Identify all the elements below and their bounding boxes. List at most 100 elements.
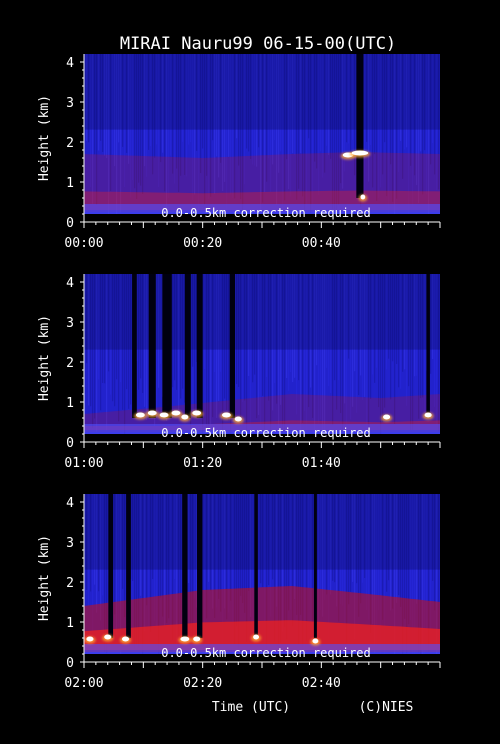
noise-streak [194, 274, 196, 412]
noise-streak [370, 274, 372, 399]
x-tick-label: 02:00 [64, 676, 103, 691]
y-tick-label: 1 [66, 176, 74, 191]
noise-streak [258, 494, 260, 648]
noise-streak [196, 54, 198, 151]
noise-streak [304, 274, 306, 411]
noise-streak [402, 54, 404, 179]
noise-streak [102, 494, 104, 596]
x-tick-label: 01:20 [183, 456, 222, 471]
noise-streak [158, 274, 160, 388]
noise-streak [330, 54, 332, 159]
y-tick-label: 2 [66, 576, 74, 591]
noise-streak [146, 274, 148, 420]
cloud-mark [221, 412, 231, 418]
noise-streak [302, 494, 304, 658]
noise-streak [122, 54, 124, 147]
noise-streak [372, 274, 374, 375]
y-axis-label: Height (km) [37, 95, 52, 181]
noise-streak [374, 274, 376, 383]
cloud-mark [180, 636, 190, 642]
attenuated-column [184, 274, 191, 418]
noise-streak [350, 54, 352, 158]
noise-streak [382, 494, 384, 620]
noise-streak [368, 274, 370, 435]
noise-streak [412, 274, 414, 430]
noise-streak [212, 54, 214, 141]
noise-streak [360, 274, 362, 376]
noise-streak [114, 494, 116, 615]
noise-streak [396, 274, 398, 364]
noise-streak [90, 54, 92, 188]
noise-streak [262, 494, 264, 588]
noise-streak [236, 54, 238, 139]
noise-streak [86, 274, 88, 364]
noise-streak [92, 494, 94, 638]
noise-streak [174, 54, 176, 184]
noise-streak [354, 54, 356, 176]
noise-streak [84, 494, 86, 647]
cloud-mark [171, 410, 181, 416]
noise-streak [112, 274, 114, 402]
noise-streak [304, 54, 306, 220]
noise-streak [370, 494, 372, 634]
noise-streak [384, 274, 386, 408]
noise-streak [330, 274, 332, 394]
noise-streak [172, 274, 174, 388]
noise-streak [152, 54, 154, 175]
noise-streak [242, 274, 244, 403]
noise-streak [238, 274, 240, 387]
noise-streak [322, 54, 324, 178]
noise-streak [378, 494, 380, 611]
noise-streak [424, 274, 426, 419]
noise-streak [412, 494, 414, 657]
noise-streak [176, 274, 178, 390]
noise-streak [252, 494, 254, 632]
noise-streak [392, 54, 394, 202]
noise-streak [298, 54, 300, 189]
noise-streak [372, 54, 374, 188]
attenuated-column [182, 494, 188, 638]
noise-streak [308, 274, 310, 408]
noise-streak [218, 274, 220, 401]
noise-streak [432, 54, 434, 144]
noise-streak [430, 494, 432, 631]
noise-streak [364, 274, 366, 397]
noise-streak [276, 54, 278, 205]
noise-streak [322, 274, 324, 435]
noise-streak [292, 494, 294, 627]
cloud-mark [234, 416, 242, 422]
noise-streak [398, 274, 400, 388]
noise-streak [326, 274, 328, 368]
noise-streak [236, 494, 238, 627]
noise-streak [296, 494, 298, 615]
noise-streak [162, 494, 164, 617]
noise-streak [186, 54, 188, 177]
cloud-mark [86, 636, 94, 642]
noise-streak [142, 274, 144, 394]
noise-streak [138, 274, 140, 390]
noise-streak [142, 494, 144, 658]
noise-streak [132, 54, 134, 180]
noise-streak [306, 494, 308, 641]
plot-area [84, 54, 440, 222]
noise-streak [128, 274, 130, 409]
noise-streak [288, 494, 290, 611]
noise-streak [388, 494, 390, 581]
noise-streak [392, 494, 394, 609]
noise-streak [202, 494, 204, 642]
attenuated-column [108, 494, 114, 638]
noise-streak [318, 54, 320, 196]
y-tick-label: 3 [66, 96, 74, 111]
noise-streak [312, 274, 314, 418]
noise-streak [106, 274, 108, 431]
noise-streak [162, 54, 164, 153]
noise-streak [356, 494, 358, 584]
noise-streak [116, 54, 118, 218]
noise-streak [346, 274, 348, 439]
noise-streak [172, 494, 174, 641]
noise-streak [296, 54, 298, 200]
noise-streak [234, 54, 236, 199]
noise-streak [270, 274, 272, 434]
noise-streak [354, 494, 356, 640]
noise-streak [380, 494, 382, 657]
